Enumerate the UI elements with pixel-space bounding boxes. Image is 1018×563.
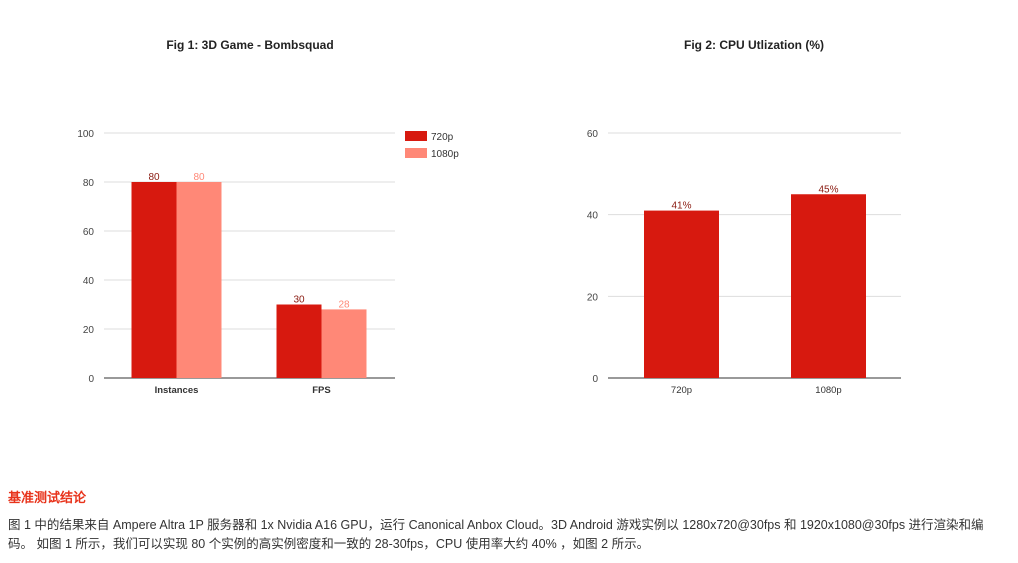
data-label: 80 bbox=[193, 172, 205, 183]
x-tick-label: Instances bbox=[155, 385, 199, 396]
section-paragraph: 图 1 中的结果来自 Ampere Altra 1P 服务器和 1x Nvidi… bbox=[8, 518, 984, 551]
y-tick-label: 60 bbox=[83, 227, 95, 238]
legend-swatch bbox=[405, 131, 427, 141]
bar bbox=[131, 182, 177, 378]
x-tick-label: 1080p bbox=[815, 385, 841, 396]
y-tick-label: 20 bbox=[83, 325, 95, 336]
chart1-plot: 0 20 40 60 80 100 80 80 Instances 30 28 FPS 720p 1080… bbox=[77, 129, 459, 396]
data-label: 80 bbox=[148, 172, 160, 183]
chart2-title: Fig 2: CPU Utlization (%) bbox=[684, 38, 824, 52]
y-tick-label: 100 bbox=[77, 129, 94, 140]
y-tick-label: 80 bbox=[83, 178, 95, 189]
y-tick-label: 0 bbox=[592, 374, 598, 385]
data-label: 30 bbox=[293, 295, 305, 306]
data-label: 45% bbox=[818, 184, 838, 195]
legend-label: 720p bbox=[431, 132, 454, 143]
section-heading: 基准测试结论 bbox=[8, 490, 87, 505]
bar bbox=[276, 304, 322, 378]
y-tick-label: 40 bbox=[587, 211, 599, 222]
y-tick-label: 20 bbox=[587, 292, 599, 303]
chart2-plot: 0 20 40 60 41% 720p 45% 1080p bbox=[587, 129, 901, 396]
y-tick-label: 60 bbox=[587, 129, 599, 140]
bar bbox=[644, 210, 719, 378]
data-label: 41% bbox=[671, 201, 691, 212]
x-tick-label: FPS bbox=[312, 385, 330, 396]
legend-swatch bbox=[405, 148, 427, 158]
y-tick-label: 40 bbox=[83, 276, 95, 287]
y-tick-label: 0 bbox=[88, 374, 94, 385]
data-label: 28 bbox=[338, 299, 350, 310]
chart1-title: Fig 1: 3D Game - Bombsquad bbox=[166, 38, 334, 52]
x-tick-label: 720p bbox=[671, 385, 692, 396]
legend-label: 1080p bbox=[431, 149, 459, 160]
bar bbox=[176, 182, 222, 378]
bar bbox=[321, 309, 367, 378]
bar bbox=[791, 194, 866, 378]
